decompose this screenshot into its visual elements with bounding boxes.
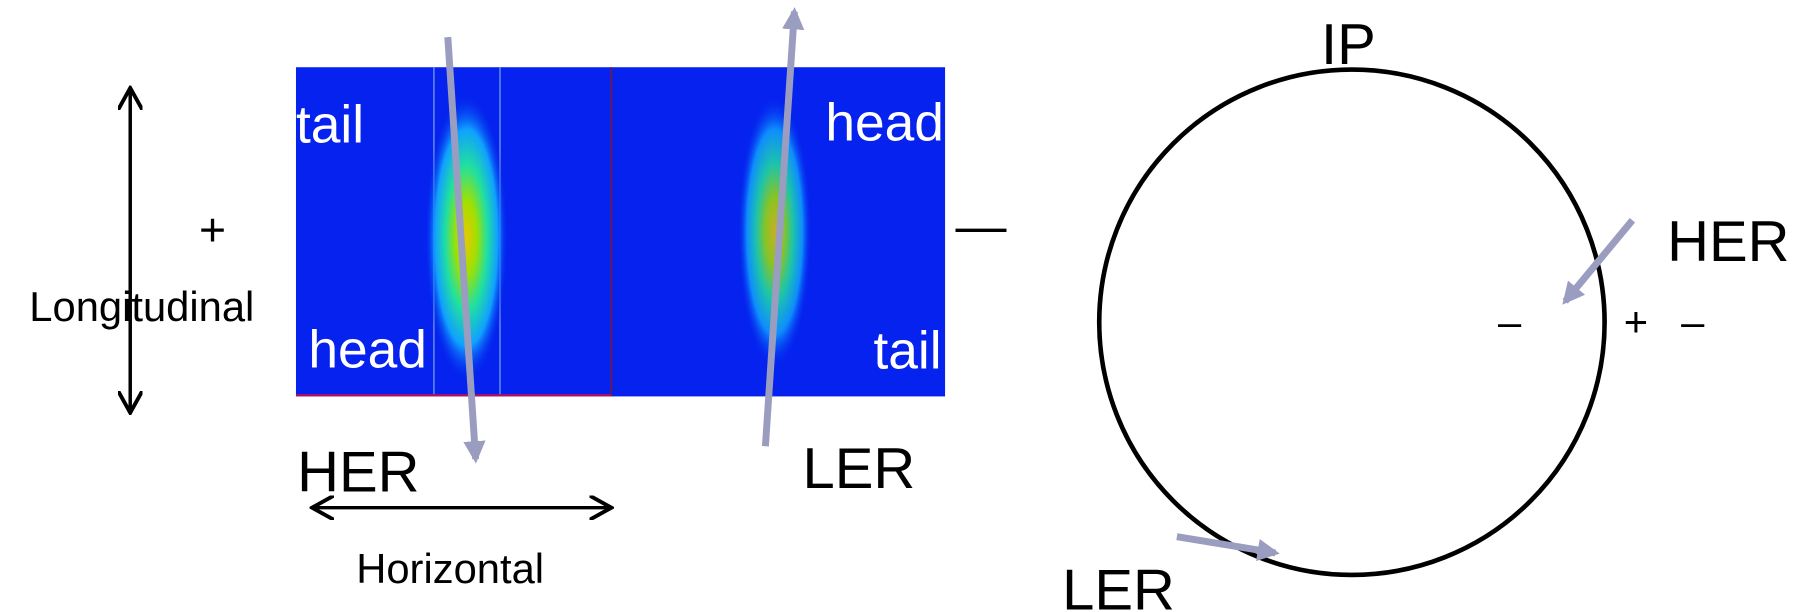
label: IP [1321,13,1376,77]
diagram: tail head head tail + Longitudinal Horiz… [0,0,1809,612]
label: head [825,93,944,152]
label: HER [1667,210,1789,274]
label: tail [296,96,364,155]
ring [1099,70,1604,575]
label: head [308,320,427,379]
label: HER [297,440,419,504]
label: — [956,197,1007,254]
label: LER [1062,559,1175,612]
label: + [1624,298,1648,345]
her-ring-arrow [1565,220,1632,301]
label: LER [803,437,916,501]
label: – [1681,298,1705,345]
label: Horizontal [356,545,544,592]
label: tail [873,322,941,381]
label: – [1498,298,1522,345]
page: {"left": {"plus": "+", "axis_longitudina… [0,0,1809,612]
label: Longitudinal [29,283,254,330]
label: + [199,204,226,256]
